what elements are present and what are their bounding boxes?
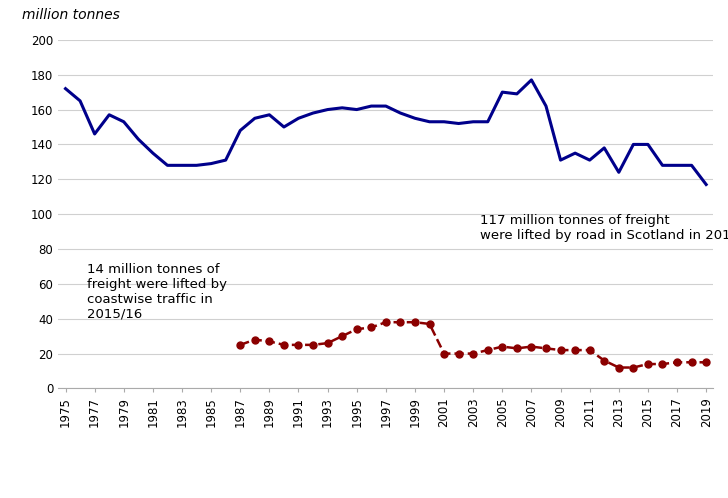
Coastwise shipping (425, 321, 434, 327)
Coastwise shipping (702, 360, 711, 366)
Coastwise shipping (338, 333, 347, 339)
Coastwise shipping (614, 365, 623, 371)
Coastwise shipping (352, 326, 361, 332)
Road (673, 162, 681, 168)
Coastwise shipping (629, 365, 638, 371)
Coastwise shipping (644, 361, 652, 367)
Road (381, 103, 390, 109)
Road (280, 124, 288, 130)
Road (76, 98, 84, 104)
Coastwise shipping (658, 361, 667, 367)
Coastwise shipping (367, 325, 376, 331)
Road (105, 112, 114, 118)
Coastwise shipping (556, 347, 565, 353)
Road (585, 157, 594, 163)
Coastwise shipping (280, 342, 288, 348)
Road (527, 77, 536, 83)
Road (90, 131, 99, 137)
Road (192, 162, 201, 168)
Coastwise shipping (236, 342, 245, 348)
Coastwise shipping (527, 344, 536, 350)
Road (265, 112, 274, 118)
Road (658, 162, 667, 168)
Road (600, 145, 609, 151)
Coastwise shipping (250, 337, 259, 343)
Coastwise shipping (309, 342, 317, 348)
Road (498, 89, 507, 95)
Coastwise shipping (542, 346, 550, 352)
Road (542, 103, 550, 109)
Text: 117 million tonnes of freight
were lifted by road in Scotland in 2019: 117 million tonnes of freight were lifte… (480, 214, 728, 242)
Road (294, 115, 303, 121)
Road (629, 141, 638, 147)
Road (149, 150, 157, 156)
Road (178, 162, 186, 168)
Road (221, 157, 230, 163)
Road (614, 169, 623, 175)
Line: Coastwise shipping: Coastwise shipping (237, 319, 710, 371)
Road (250, 115, 259, 121)
Road (556, 157, 565, 163)
Road (687, 162, 696, 168)
Coastwise shipping (265, 339, 274, 345)
Coastwise shipping (483, 347, 492, 353)
Road (513, 91, 521, 97)
Road (396, 110, 405, 116)
Road (309, 110, 317, 116)
Road (702, 181, 711, 187)
Coastwise shipping (498, 344, 507, 350)
Road (236, 127, 245, 133)
Road (134, 136, 143, 142)
Road (483, 119, 492, 125)
Line: Road: Road (66, 80, 706, 184)
Coastwise shipping (513, 346, 521, 352)
Road (119, 119, 128, 125)
Road (644, 141, 652, 147)
Text: million tonnes: million tonnes (23, 8, 120, 22)
Road (367, 103, 376, 109)
Road (207, 160, 215, 166)
Coastwise shipping (294, 342, 303, 348)
Coastwise shipping (469, 351, 478, 357)
Coastwise shipping (585, 347, 594, 353)
Road (411, 115, 419, 121)
Road (440, 119, 448, 125)
Road (163, 162, 172, 168)
Text: 14 million tonnes of
freight were lifted by
coastwise traffic in
2015/16: 14 million tonnes of freight were lifted… (87, 263, 227, 321)
Road (352, 107, 361, 113)
Coastwise shipping (396, 319, 405, 325)
Coastwise shipping (454, 351, 463, 357)
Coastwise shipping (381, 319, 390, 325)
Road (425, 119, 434, 125)
Coastwise shipping (411, 319, 419, 325)
Road (323, 107, 332, 113)
Coastwise shipping (571, 347, 579, 353)
Road (454, 121, 463, 126)
Coastwise shipping (323, 340, 332, 346)
Coastwise shipping (687, 360, 696, 366)
Road (469, 119, 478, 125)
Road (338, 105, 347, 111)
Coastwise shipping (600, 358, 609, 364)
Road (61, 86, 70, 92)
Coastwise shipping (440, 351, 448, 357)
Coastwise shipping (673, 360, 681, 366)
Road (571, 150, 579, 156)
